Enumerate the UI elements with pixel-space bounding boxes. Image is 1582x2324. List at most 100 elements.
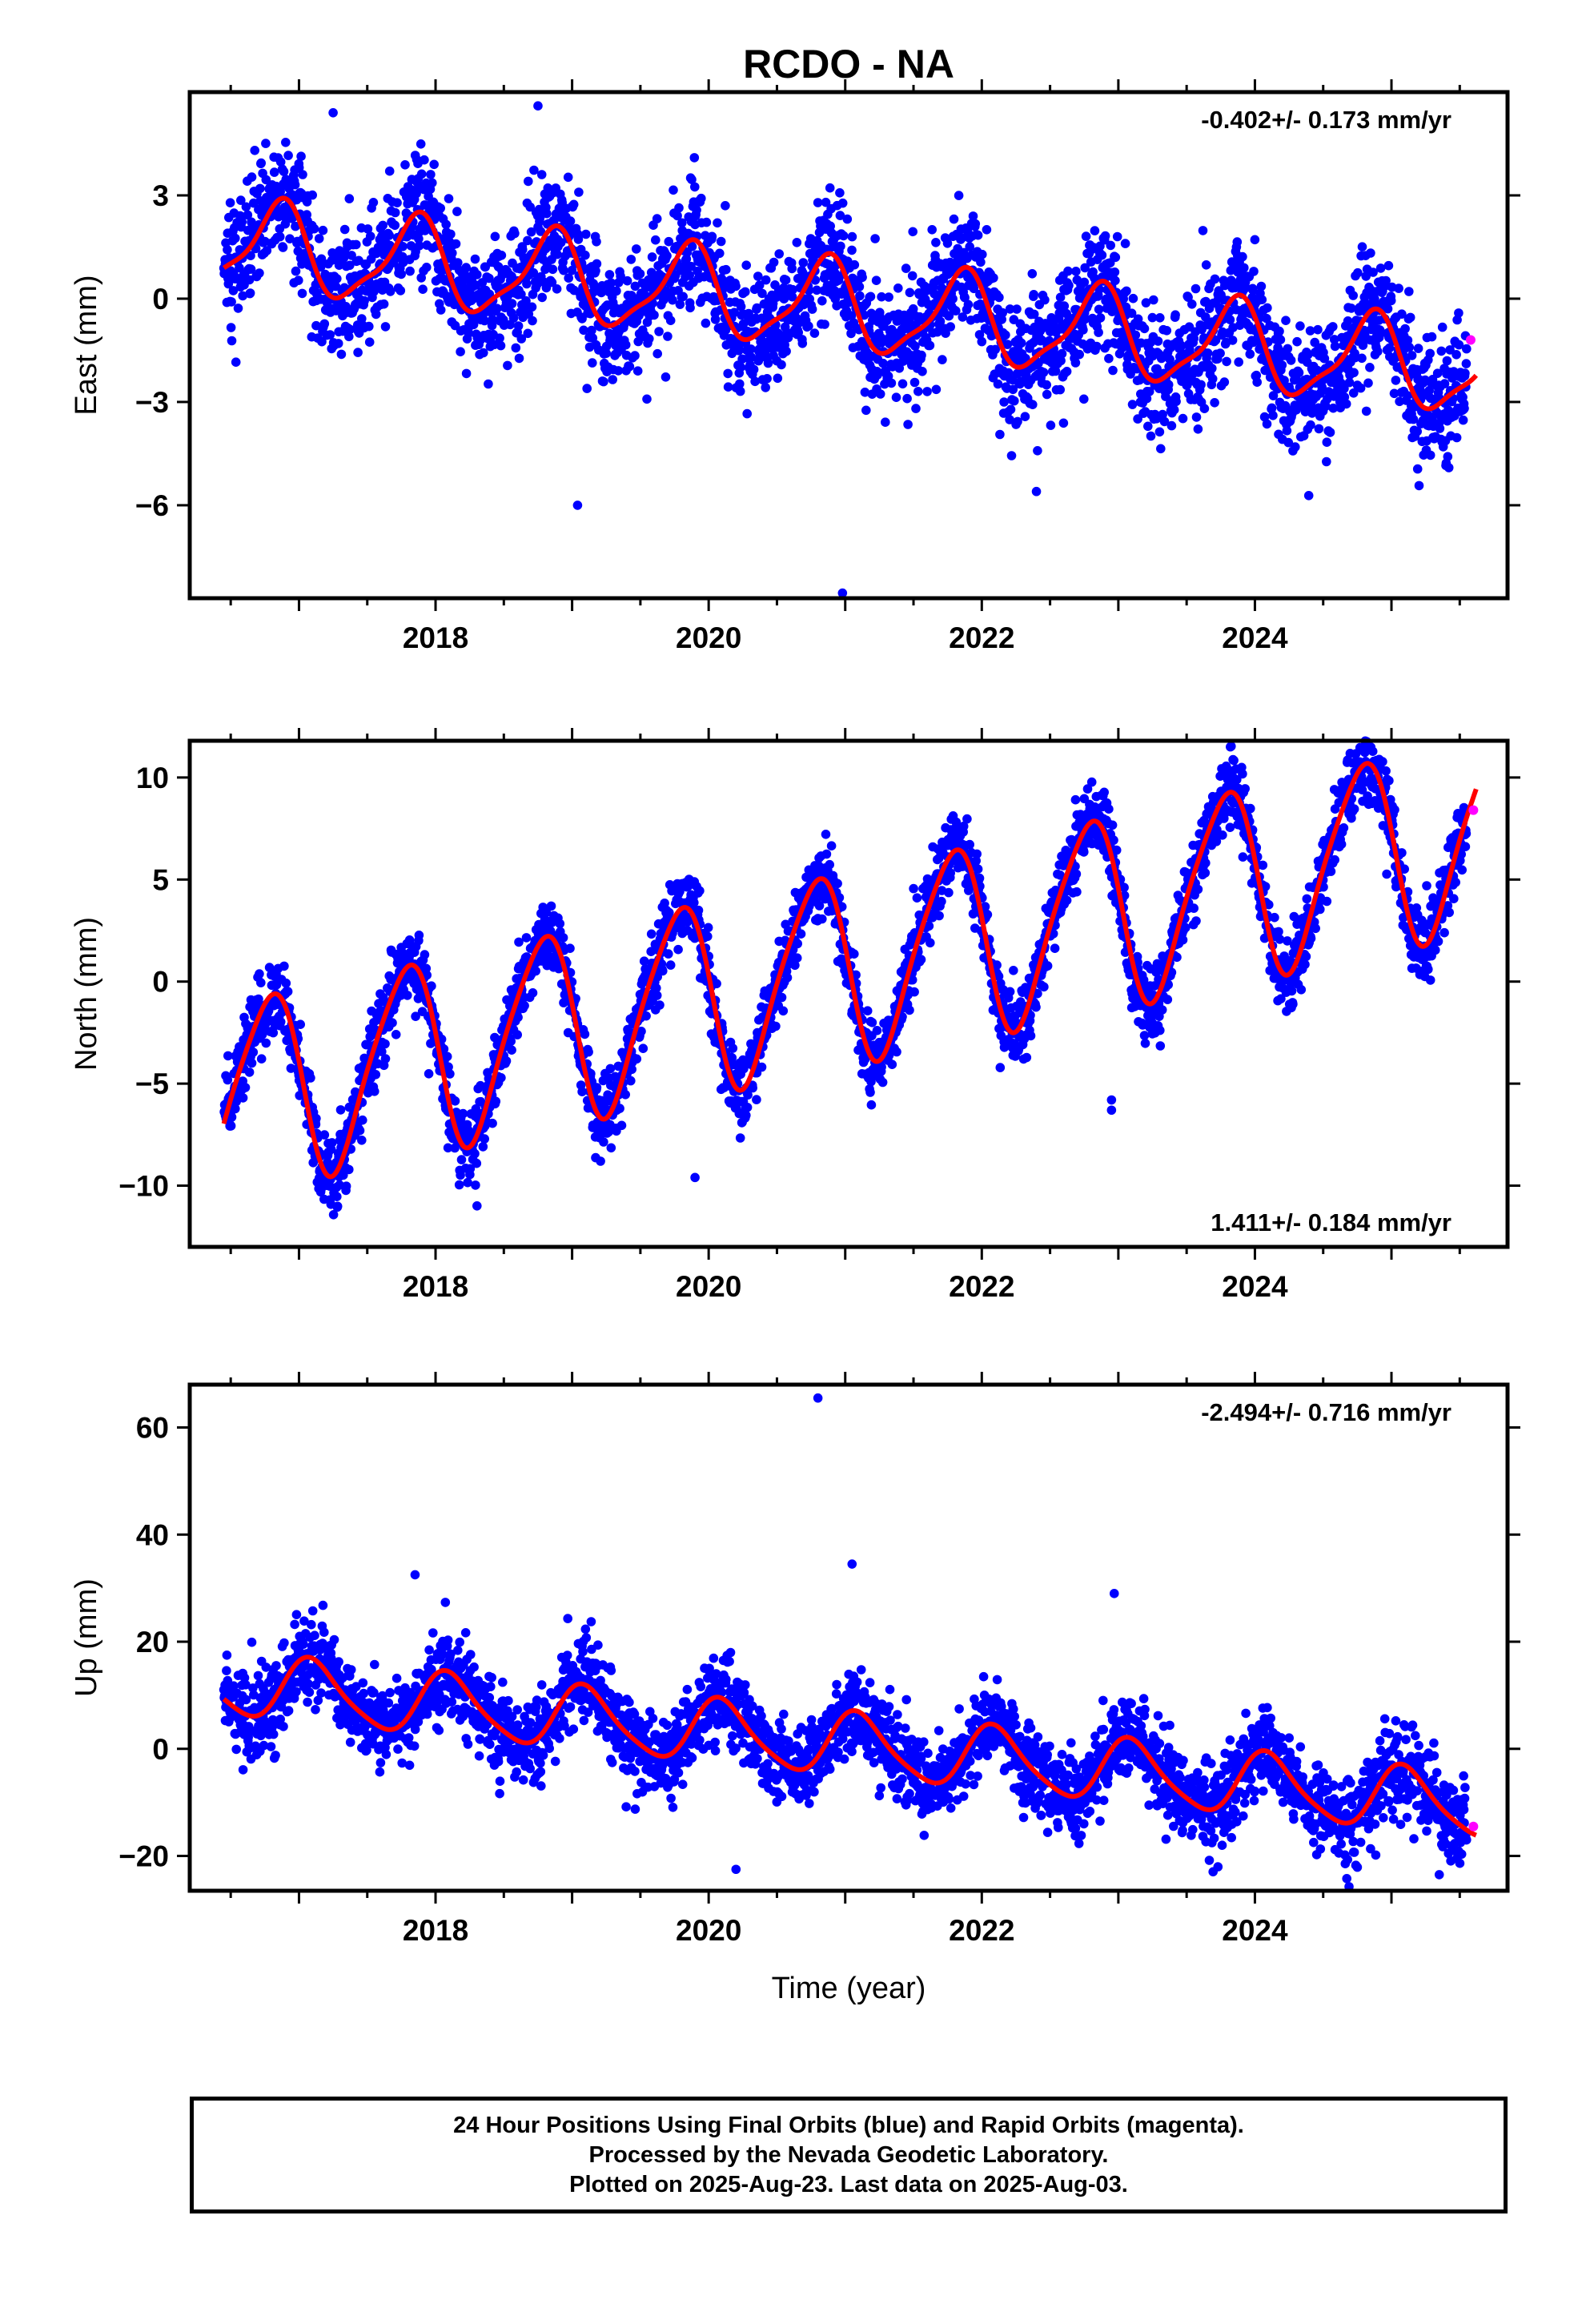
- data-point: [581, 229, 591, 239]
- data-point: [332, 274, 342, 283]
- data-point: [412, 188, 421, 199]
- data-point: [283, 151, 293, 160]
- data-point: [703, 923, 713, 933]
- data-point: [1006, 451, 1017, 460]
- data-point: [1028, 400, 1038, 410]
- data-point: [652, 348, 662, 359]
- data-point: [652, 214, 662, 223]
- data-point: [380, 1054, 391, 1063]
- data-point: [1281, 316, 1291, 326]
- data-point: [596, 1156, 605, 1166]
- data-point: [528, 267, 539, 278]
- data-point: [1245, 349, 1255, 359]
- data-point: [925, 340, 935, 351]
- data-point: [861, 405, 871, 416]
- data-point: [728, 1043, 738, 1053]
- data-point: [989, 273, 998, 283]
- data-point: [556, 238, 566, 247]
- data-point: [1016, 338, 1026, 348]
- data-point: [344, 1164, 354, 1175]
- data-point: [1079, 394, 1089, 404]
- data-point: [817, 296, 827, 306]
- data-point: [1443, 463, 1454, 472]
- data-point: [531, 966, 540, 976]
- data-point: [1095, 313, 1106, 323]
- data-point: [1357, 242, 1367, 252]
- data-point: [604, 270, 615, 279]
- data-point: [1349, 368, 1359, 378]
- data-point: [847, 245, 857, 255]
- data-point: [1413, 344, 1423, 353]
- data-point: [663, 332, 673, 341]
- data-point: [238, 1093, 248, 1103]
- data-point: [1094, 304, 1104, 315]
- data-point: [244, 1068, 255, 1077]
- data-point: [380, 322, 391, 332]
- data-point: [391, 1030, 401, 1039]
- data-point: [231, 233, 240, 243]
- data-point: [496, 251, 507, 260]
- data-point: [635, 269, 645, 279]
- data-point: [332, 1192, 342, 1201]
- data-point: [279, 961, 289, 971]
- data-point: [777, 360, 786, 370]
- data-point: [1110, 252, 1121, 263]
- data-point: [256, 158, 267, 168]
- data-point: [1227, 336, 1238, 345]
- data-point: [1203, 348, 1213, 358]
- data-point: [689, 153, 700, 163]
- data-point: [1325, 428, 1335, 437]
- data-point: [255, 969, 264, 979]
- data-point: [836, 241, 845, 251]
- data-point: [317, 336, 327, 347]
- data-point: [735, 1133, 745, 1143]
- data-point: [1033, 446, 1042, 456]
- data-point: [741, 260, 751, 271]
- data-point: [256, 978, 266, 987]
- data-point: [716, 236, 726, 247]
- data-point: [291, 221, 300, 231]
- data-point: [400, 160, 410, 170]
- data-point: [580, 250, 590, 260]
- data-point: [674, 203, 684, 213]
- data-point: [574, 187, 584, 197]
- data-point: [255, 183, 265, 194]
- data-point: [559, 265, 568, 275]
- data-point: [651, 235, 661, 245]
- data-point: [746, 344, 756, 354]
- data-point: [246, 251, 255, 261]
- data-point: [384, 166, 395, 176]
- data-point: [673, 944, 683, 955]
- data-point: [564, 273, 573, 283]
- data-point: [235, 263, 244, 273]
- data-point: [1277, 360, 1287, 370]
- data-point: [414, 234, 424, 243]
- data-point: [854, 282, 865, 292]
- data-point: [875, 389, 885, 399]
- data-point: [584, 1047, 593, 1057]
- data-point: [632, 366, 643, 376]
- data-point: [613, 366, 624, 376]
- data-point: [1443, 452, 1453, 461]
- data-point: [298, 170, 307, 179]
- data-point: [1341, 399, 1351, 409]
- data-point: [1092, 341, 1102, 352]
- data-point: [632, 1054, 642, 1064]
- data-point: [931, 238, 941, 247]
- data-point: [1108, 365, 1118, 376]
- data-point: [1250, 235, 1260, 245]
- data-point: [333, 339, 343, 348]
- data-point: [1012, 304, 1022, 314]
- data-point: [1283, 344, 1293, 354]
- data-point: [644, 334, 654, 344]
- data-point: [1122, 286, 1131, 296]
- data-point: [470, 1148, 480, 1159]
- data-point: [891, 392, 901, 403]
- data-point: [336, 349, 347, 360]
- data-point: [1394, 283, 1403, 293]
- data-point: [605, 1063, 616, 1074]
- data-point: [314, 234, 324, 243]
- data-point: [847, 231, 857, 242]
- data-point: [866, 1100, 877, 1110]
